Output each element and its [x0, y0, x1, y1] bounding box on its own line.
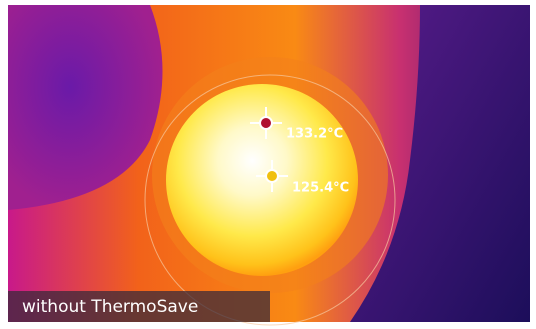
- temperature-label: 125.4°C: [292, 181, 349, 196]
- thermal-image: 133.2°C 125.4°C without ThermoSave: [0, 0, 536, 329]
- caption: without ThermoSave: [22, 297, 198, 317]
- temperature-label: 133.2°C: [286, 127, 343, 142]
